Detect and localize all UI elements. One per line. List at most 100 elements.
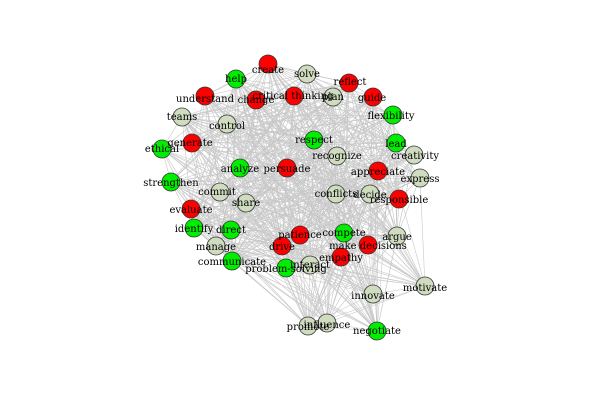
edge [309, 155, 338, 266]
node-creativity [404, 145, 424, 165]
edge [255, 99, 398, 237]
edge [286, 167, 398, 237]
edge [293, 95, 421, 179]
edge [239, 167, 337, 195]
edge [170, 82, 350, 183]
edge [286, 167, 342, 258]
node-label-manage: manage [196, 242, 236, 253]
edge [235, 78, 315, 141]
edge [335, 177, 421, 195]
node-label-commit: commit [198, 187, 236, 198]
node-promote [298, 316, 318, 336]
edge [309, 96, 374, 266]
edge [299, 139, 315, 236]
edge [286, 154, 415, 169]
node-label-creativity: creativity [391, 151, 439, 162]
edge [309, 264, 328, 324]
edge [239, 139, 315, 169]
node-analyze [230, 158, 250, 178]
edge [226, 63, 269, 125]
node-label-lead: lead [385, 139, 407, 150]
node-label-teams: teams [167, 112, 198, 123]
edge [376, 235, 398, 332]
edge [335, 193, 378, 332]
edge [335, 193, 398, 237]
node-label-understand: understand [176, 94, 235, 105]
edge [181, 116, 192, 210]
node-label-solve: solve [294, 69, 320, 80]
edge [181, 95, 295, 118]
edge [396, 177, 421, 237]
node-compete [334, 223, 354, 243]
edge [419, 177, 426, 287]
edge [286, 167, 371, 195]
edge [170, 181, 345, 234]
edge [190, 208, 328, 324]
edge [219, 167, 288, 193]
edge [286, 114, 394, 169]
edge [226, 96, 334, 125]
edge [313, 139, 397, 144]
edge [285, 267, 374, 295]
edge [170, 123, 228, 183]
node-label-promote: promote [287, 322, 330, 333]
edge [226, 123, 288, 169]
node-change [246, 90, 266, 110]
node-express [410, 168, 430, 188]
edge [204, 95, 379, 172]
node-responsible [389, 189, 409, 209]
edge [181, 73, 308, 118]
edge [336, 155, 426, 287]
node-flexibility [383, 105, 403, 125]
edge [230, 229, 345, 234]
node-label-conflicts: conflicts [315, 189, 358, 200]
edge [309, 264, 426, 287]
node-label-identify: identify [175, 224, 214, 235]
edge [245, 202, 309, 327]
node-label-strengthen: strengthen [143, 178, 199, 189]
node-label-reflect: reflect [334, 77, 367, 88]
node-patience [290, 225, 310, 245]
edge [255, 99, 397, 144]
edge [326, 235, 398, 324]
node-empathy [331, 247, 351, 267]
node-reflect [339, 73, 359, 93]
edge [190, 193, 337, 210]
edge [190, 95, 206, 210]
node-label-innovate: innovate [351, 291, 395, 302]
node-label-generate: generate [167, 138, 212, 149]
edge [226, 96, 374, 125]
edge [170, 170, 379, 183]
node-problem-solving [276, 258, 296, 278]
node-label-respect: respect [295, 135, 333, 146]
edge [231, 198, 400, 262]
edge [245, 202, 287, 269]
node-guide [363, 87, 383, 107]
node-label-critical-thinking: critical thinking [253, 91, 335, 102]
edge [299, 234, 309, 327]
edge [309, 264, 378, 332]
edge [170, 181, 232, 231]
edge [326, 285, 426, 324]
node-label-appreciate: appreciate [351, 167, 405, 178]
edge [309, 96, 334, 266]
edge [286, 167, 400, 200]
node-label-help: help [225, 74, 247, 85]
edge [340, 256, 378, 332]
node-layer: create solve help reflect understand critical… [143, 54, 447, 341]
edge [215, 96, 334, 247]
edge [369, 193, 378, 332]
edge [286, 167, 421, 179]
edge [255, 99, 328, 324]
edge [181, 116, 288, 169]
node-label-control: control [209, 121, 245, 132]
node-strengthen [161, 172, 181, 192]
node-help [226, 69, 246, 89]
edge [191, 142, 337, 195]
edge [255, 82, 350, 101]
node-drive [272, 236, 292, 256]
edge [245, 95, 295, 204]
edge [286, 167, 369, 246]
edge [219, 154, 415, 193]
